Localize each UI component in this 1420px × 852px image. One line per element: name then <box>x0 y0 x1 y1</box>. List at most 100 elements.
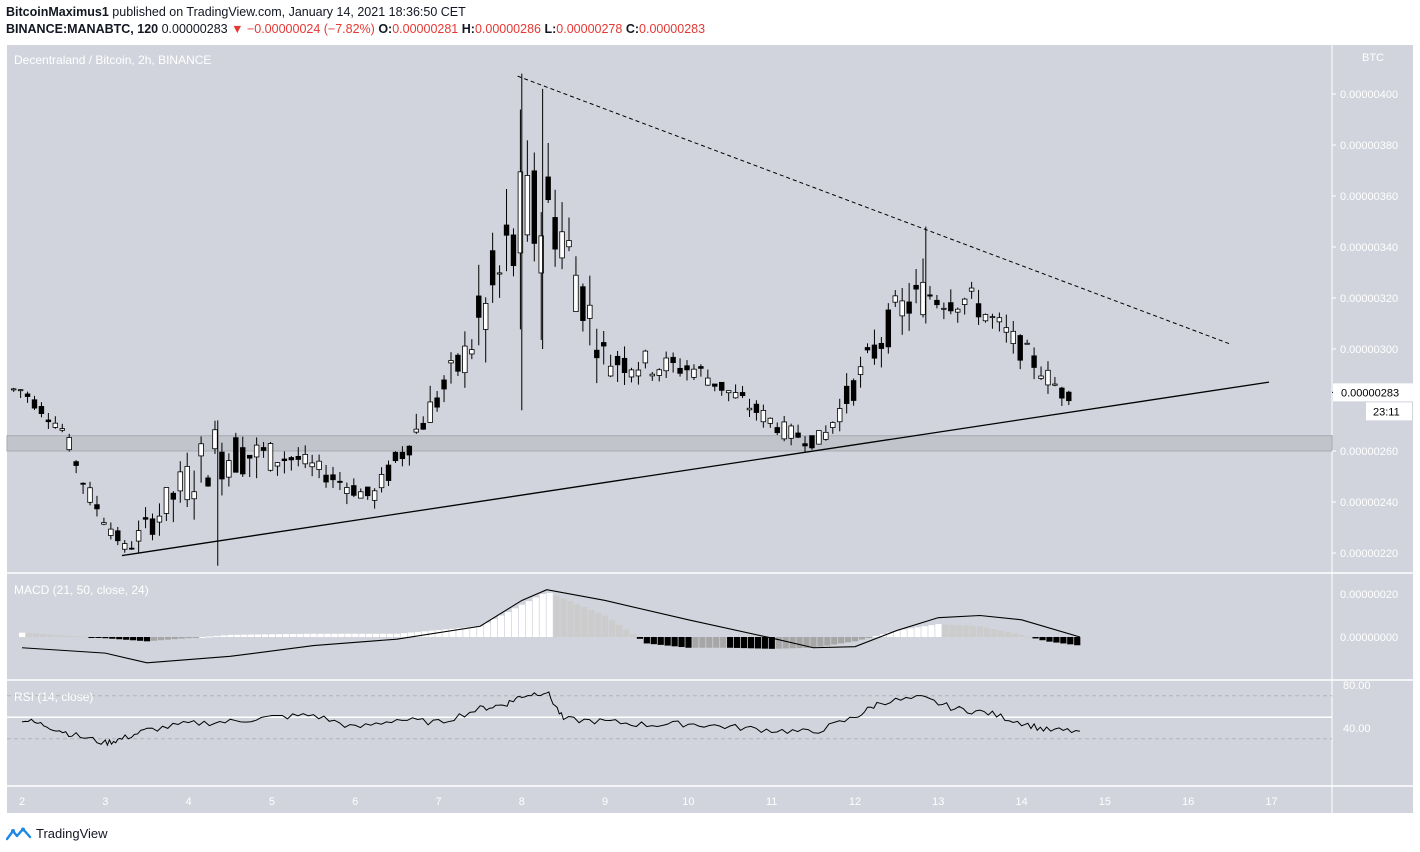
candle-up <box>212 429 218 450</box>
price-pane[interactable] <box>6 73 1333 566</box>
macd-histogram-bar <box>95 637 102 638</box>
macd-tick-label: 0.00000000 <box>1340 632 1398 644</box>
candle-up <box>302 454 308 465</box>
macd-histogram-bar <box>497 615 505 637</box>
candle-down <box>260 447 267 451</box>
candle-up <box>1003 327 1010 333</box>
candle-down <box>850 380 857 401</box>
candle-down <box>24 393 31 397</box>
candle-down <box>281 458 288 462</box>
candle-down <box>913 284 919 290</box>
low-value: 0.00000278 <box>556 22 623 36</box>
x-tick-label: 15 <box>1099 796 1111 808</box>
candle-up <box>413 428 419 433</box>
macd-histogram-bar <box>261 634 269 637</box>
macd-histogram-bar <box>588 609 595 637</box>
candle-up <box>1045 369 1051 386</box>
candle-down <box>552 217 558 250</box>
candle-down <box>545 176 551 201</box>
candle-down <box>878 342 885 349</box>
candle-down <box>288 457 295 461</box>
macd-histogram-bar <box>53 634 60 637</box>
x-tick-label: 6 <box>352 796 358 808</box>
macd-histogram-bar <box>560 598 567 637</box>
macd-histogram-bar <box>1074 637 1081 646</box>
macd-histogram-bar <box>852 637 859 642</box>
macd-pane[interactable] <box>19 589 1081 664</box>
macd-histogram-bar <box>942 624 949 637</box>
axes: 0.00000400 0.00000380 0.00000360 0.00000340… <box>19 89 1413 808</box>
macd-histogram-bar <box>241 634 248 637</box>
candle-up <box>358 491 364 499</box>
candle-down <box>246 454 253 459</box>
macd-histogram-bar <box>32 633 40 637</box>
candle-up <box>656 369 662 376</box>
candle-down <box>510 234 517 267</box>
macd-histogram-bar <box>921 626 928 637</box>
candle-down <box>503 224 510 236</box>
macd-histogram-bar <box>907 628 914 637</box>
candle-down <box>684 365 690 371</box>
macd-tick-label: 0.00000020 <box>1340 589 1398 601</box>
candle-up <box>427 401 433 423</box>
candle-down <box>337 480 343 483</box>
macd-histogram-bar <box>331 633 338 637</box>
macd-histogram-bar <box>796 637 803 649</box>
price-tick-label: 0.00000400 <box>1340 89 1398 101</box>
candle-up <box>968 287 975 292</box>
high-label: H: <box>461 22 475 36</box>
last-price-box <box>1333 383 1413 402</box>
macd-histogram-bar <box>39 634 47 637</box>
candle-down <box>795 432 801 438</box>
candle-up <box>635 369 642 377</box>
candle-down <box>871 344 878 359</box>
candle-down <box>906 301 912 314</box>
candle-down <box>1017 335 1023 361</box>
macd-histogram-bar <box>636 637 644 639</box>
macd-histogram-bar <box>838 637 845 644</box>
macd-histogram-bar <box>511 608 519 637</box>
candle-up <box>941 307 947 310</box>
candle-down <box>712 383 718 387</box>
macd-histogram-bar <box>1025 636 1032 638</box>
macd-histogram-bar <box>983 627 991 637</box>
macd-histogram-bar <box>609 620 616 637</box>
rsi-pane-title: RSI (14, close) <box>14 690 94 704</box>
candle-down <box>364 486 371 497</box>
candle-up <box>559 231 565 259</box>
macd-histogram-bar <box>713 637 720 648</box>
candle-up <box>517 171 524 254</box>
macd-histogram-bar <box>747 637 755 649</box>
macd-histogram-bar <box>463 627 470 637</box>
candle-down <box>670 356 676 364</box>
candle-up <box>524 175 531 236</box>
candle-down <box>594 349 600 359</box>
macd-histogram-bar <box>1039 637 1046 641</box>
author-name[interactable]: BitcoinMaximus1 <box>6 5 109 19</box>
candle-down <box>621 357 628 373</box>
candle-up <box>66 437 72 451</box>
macd-histogram-bar <box>761 637 768 649</box>
candle-up <box>628 369 635 378</box>
candle-up <box>1024 342 1030 345</box>
candle-up <box>59 428 65 431</box>
candle-up <box>830 422 836 428</box>
candle-up <box>253 444 260 458</box>
macd-histogram-bar <box>720 637 727 648</box>
macd-histogram-bar <box>976 626 984 637</box>
candle-down <box>240 447 246 475</box>
countdown-box <box>1366 402 1412 421</box>
candle-up <box>108 528 114 536</box>
tradingview-logo[interactable]: TradingView <box>6 826 108 841</box>
macd-histogram-bar <box>706 637 713 648</box>
candle-up <box>191 491 197 500</box>
macd-histogram-bar <box>629 634 637 637</box>
macd-histogram-bar <box>546 592 553 637</box>
macd-histogram-bar <box>595 612 602 637</box>
rsi-pane[interactable] <box>7 691 1332 747</box>
candle-down <box>115 530 121 542</box>
candle-down <box>233 437 239 473</box>
candle-down <box>80 482 86 485</box>
macd-histogram-bar <box>407 632 414 637</box>
